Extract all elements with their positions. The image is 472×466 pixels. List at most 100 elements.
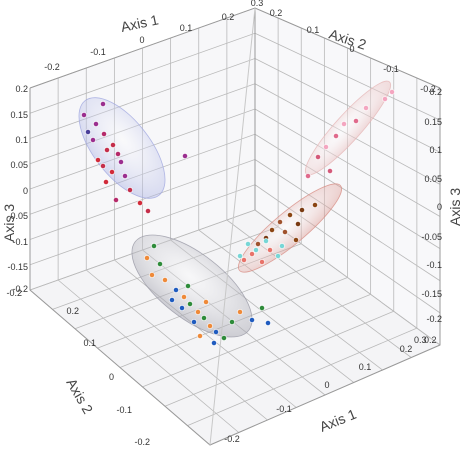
data-point[interactable] [201, 315, 207, 321]
data-point[interactable] [122, 173, 128, 179]
ellipsoid-group-4 [131, 234, 253, 338]
data-point[interactable] [259, 259, 265, 265]
data-point[interactable] [267, 247, 273, 253]
grid-line [164, 310, 394, 407]
axis-3-right-tick: 0.2 [429, 87, 442, 97]
data-point[interactable] [173, 287, 179, 293]
data-point[interactable] [185, 283, 191, 289]
data-point[interactable] [255, 241, 261, 247]
data-point[interactable] [118, 159, 124, 165]
data-point[interactable] [333, 133, 339, 139]
data-point[interactable] [195, 309, 201, 315]
data-point[interactable] [237, 309, 243, 315]
data-point[interactable] [295, 221, 301, 227]
data-point[interactable] [169, 297, 175, 303]
data-point[interactable] [103, 179, 109, 185]
data-point[interactable] [93, 121, 99, 127]
data-point[interactable] [249, 251, 255, 257]
data-point[interactable] [259, 305, 265, 311]
data-point[interactable] [312, 202, 318, 208]
data-point[interactable] [182, 153, 188, 159]
data-point[interactable] [249, 317, 255, 323]
data-point[interactable] [109, 169, 115, 175]
data-point[interactable] [213, 329, 219, 335]
data-point[interactable] [279, 243, 285, 249]
data-point[interactable] [203, 299, 209, 305]
axis-2-top-tick: 0 [349, 44, 354, 54]
data-point[interactable] [382, 96, 388, 102]
data-point[interactable] [327, 168, 333, 174]
front-vertical-edge [209, 7, 256, 446]
data-points[interactable] [81, 89, 395, 346]
axis-3-right-tick: 0 [437, 202, 442, 212]
data-point[interactable] [269, 227, 275, 233]
axis-3-right-tick: -0.05 [421, 232, 442, 242]
data-point[interactable] [149, 272, 155, 278]
data-point[interactable] [151, 243, 157, 249]
data-point[interactable] [293, 237, 299, 243]
data-point[interactable] [341, 121, 347, 127]
data-point[interactable] [305, 173, 311, 179]
data-point[interactable] [95, 157, 101, 163]
axis-3-left-tick: 0.2 [15, 84, 28, 94]
data-point[interactable] [137, 200, 143, 206]
data-point[interactable] [110, 142, 116, 148]
axis-1-top-tick: 0 [139, 35, 144, 45]
data-point[interactable] [241, 257, 247, 263]
data-point[interactable] [187, 301, 193, 307]
data-point[interactable] [263, 238, 269, 244]
data-point[interactable] [265, 320, 271, 326]
data-point[interactable] [245, 241, 251, 247]
data-point[interactable] [181, 294, 187, 300]
data-point[interactable] [253, 247, 259, 253]
data-point[interactable] [389, 89, 395, 95]
axis-1-top-tick: -0.2 [44, 62, 60, 72]
data-point[interactable] [229, 319, 235, 325]
data-point[interactable] [277, 219, 283, 225]
data-point[interactable] [287, 212, 293, 218]
data-point[interactable] [237, 253, 243, 259]
data-point[interactable] [115, 151, 121, 157]
data-point[interactable] [85, 129, 91, 135]
data-point[interactable] [179, 305, 185, 311]
data-point[interactable] [207, 323, 213, 329]
axis-1-top-tick: 0.2 [222, 12, 235, 22]
data-point[interactable] [363, 105, 369, 111]
data-point[interactable] [211, 340, 217, 346]
data-point[interactable] [104, 147, 110, 153]
data-point[interactable] [323, 144, 329, 150]
axis-3-left-tick: 0 [23, 186, 28, 196]
data-point[interactable] [275, 253, 281, 259]
data-point[interactable] [101, 131, 107, 137]
data-point[interactable] [145, 208, 151, 214]
data-point[interactable] [315, 154, 321, 160]
axis-2-top-tick: 0.2 [270, 8, 283, 18]
data-point[interactable] [162, 277, 168, 283]
axis-2-bottom-tick: 0.1 [83, 338, 96, 348]
grid-line [254, 159, 441, 282]
data-point[interactable] [100, 101, 106, 107]
data-point[interactable] [157, 261, 163, 267]
data-point[interactable] [90, 137, 96, 143]
data-point[interactable] [127, 187, 133, 193]
data-point[interactable] [221, 335, 227, 341]
axis-2-bottom-tick: -0.2 [134, 437, 150, 447]
axis-1-bottom-tick: 0 [324, 380, 329, 390]
data-point[interactable] [299, 207, 305, 213]
data-point[interactable] [282, 229, 288, 235]
axis-1-top-tick: -0.1 [90, 47, 106, 57]
data-point[interactable] [113, 197, 119, 203]
front-frame [29, 7, 441, 446]
grid-line [142, 294, 371, 388]
data-point[interactable] [144, 255, 150, 261]
data-point[interactable] [191, 319, 197, 325]
data-point[interactable] [100, 163, 106, 169]
axis-3-right-tick: -0.1 [426, 260, 442, 270]
data-point[interactable] [353, 118, 359, 124]
data-point[interactable] [81, 112, 87, 118]
grid-line [29, 184, 256, 266]
axis-3-bottom-corner-tick: -0.2 [6, 288, 22, 298]
axis-3-left-tick: -0.2 [12, 284, 28, 294]
data-point[interactable] [197, 333, 203, 339]
